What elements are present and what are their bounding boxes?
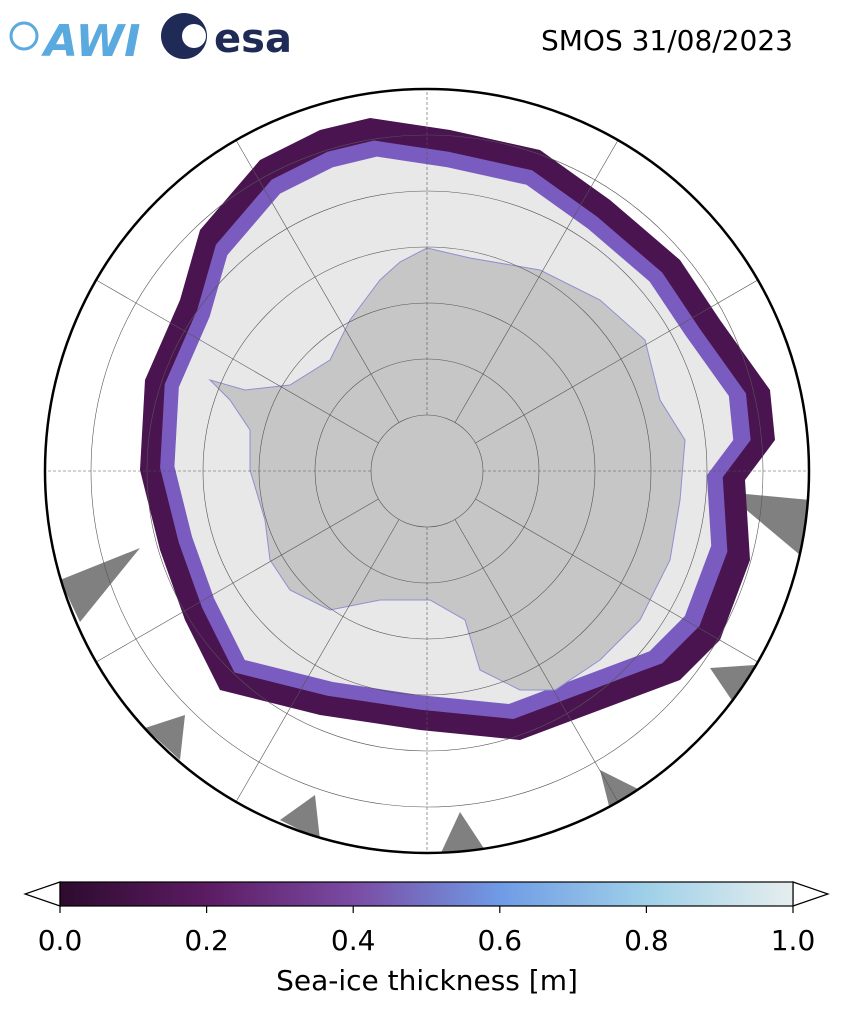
map-frame <box>43 87 811 855</box>
colorbar-tick-label: 0.8 <box>624 924 669 957</box>
colorbar-tick-label: 1.0 <box>771 924 816 957</box>
colorbar-scale <box>59 881 794 907</box>
colorbar-tick-label: 0.4 <box>331 924 376 957</box>
colorbar-tick-label: 0.0 <box>38 924 83 957</box>
colorbar-tick-label: 0.2 <box>184 924 229 957</box>
graticule <box>45 89 809 853</box>
esa-logo: esa <box>161 13 292 62</box>
map <box>45 89 809 853</box>
esa-text: esa <box>214 16 292 62</box>
awi-text: AWI <box>41 16 141 67</box>
antarctica <box>208 247 686 691</box>
colorbar-label: Sea-ice thickness [m] <box>276 964 578 997</box>
colorbar-tick-label: 0.6 <box>478 924 523 957</box>
awi-logo: AWI <box>9 16 141 67</box>
title: SMOS 31/08/2023 <box>541 24 793 57</box>
colorbar: Sea-ice thickness [m] 0.0 0.2 0.4 0.6 0.8 1.0 <box>23 881 830 997</box>
